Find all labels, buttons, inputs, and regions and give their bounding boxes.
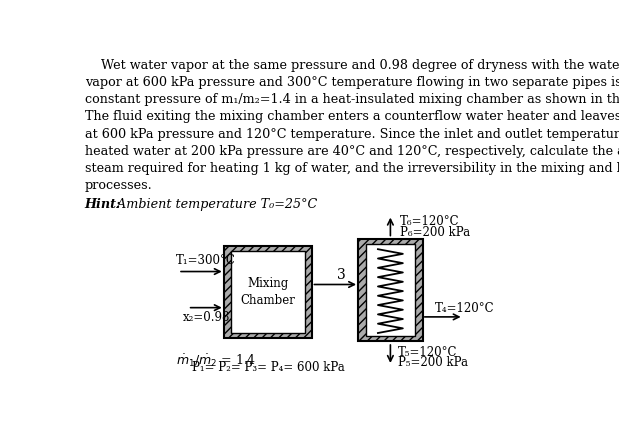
Text: The fluid exiting the mixing chamber enters a counterflow water heater and leave: The fluid exiting the mixing chamber ent… <box>85 111 619 123</box>
Text: Ambient temperature T₀=25°C: Ambient temperature T₀=25°C <box>113 198 318 211</box>
Text: Wet water vapor at the same pressure and 0.98 degree of dryness with the water: Wet water vapor at the same pressure and… <box>85 59 619 72</box>
Text: processes.: processes. <box>85 179 152 192</box>
Text: Chamber: Chamber <box>241 294 295 306</box>
Text: heated water at 200 kPa pressure are 40°C and 120°C, respectively, calculate the: heated water at 200 kPa pressure are 40°… <box>85 145 619 158</box>
Bar <box>358 239 423 341</box>
Text: T₆=120°C: T₆=120°C <box>400 215 460 228</box>
Text: T₁=300°C: T₁=300°C <box>176 254 236 267</box>
Text: P₁= P₂= P₃= P₄= 600 kPa: P₁= P₂= P₃= P₄= 600 kPa <box>192 361 344 374</box>
Bar <box>232 251 305 333</box>
Bar <box>366 244 415 336</box>
Text: T₄=120°C: T₄=120°C <box>435 302 495 315</box>
Text: vapor at 600 kPa pressure and 300°C temperature flowing in two separate pipes is: vapor at 600 kPa pressure and 300°C temp… <box>85 76 619 89</box>
Text: P₅=200 kPa: P₅=200 kPa <box>397 356 467 369</box>
Bar <box>223 246 313 338</box>
Text: P₆=200 kPa: P₆=200 kPa <box>400 226 470 239</box>
Text: x₂=0.98: x₂=0.98 <box>183 311 230 324</box>
Text: Hint:: Hint: <box>85 198 121 211</box>
Text: $\dot{m}_1/\dot{m}_2$ = 1.4: $\dot{m}_1/\dot{m}_2$ = 1.4 <box>176 353 256 370</box>
Text: Mixing: Mixing <box>248 277 288 290</box>
Text: steam required for heating 1 kg of water, and the irreversibility in the mixing : steam required for heating 1 kg of water… <box>85 162 619 175</box>
Text: constant pressure of m₁/m₂=1.4 in a heat-insulated mixing chamber as shown in th: constant pressure of m₁/m₂=1.4 in a heat… <box>85 93 619 106</box>
Text: 3: 3 <box>337 268 345 282</box>
Text: at 600 kPa pressure and 120°C temperature. Since the inlet and outlet temperatur: at 600 kPa pressure and 120°C temperatur… <box>85 127 619 141</box>
Text: T₅=120°C: T₅=120°C <box>397 346 457 360</box>
